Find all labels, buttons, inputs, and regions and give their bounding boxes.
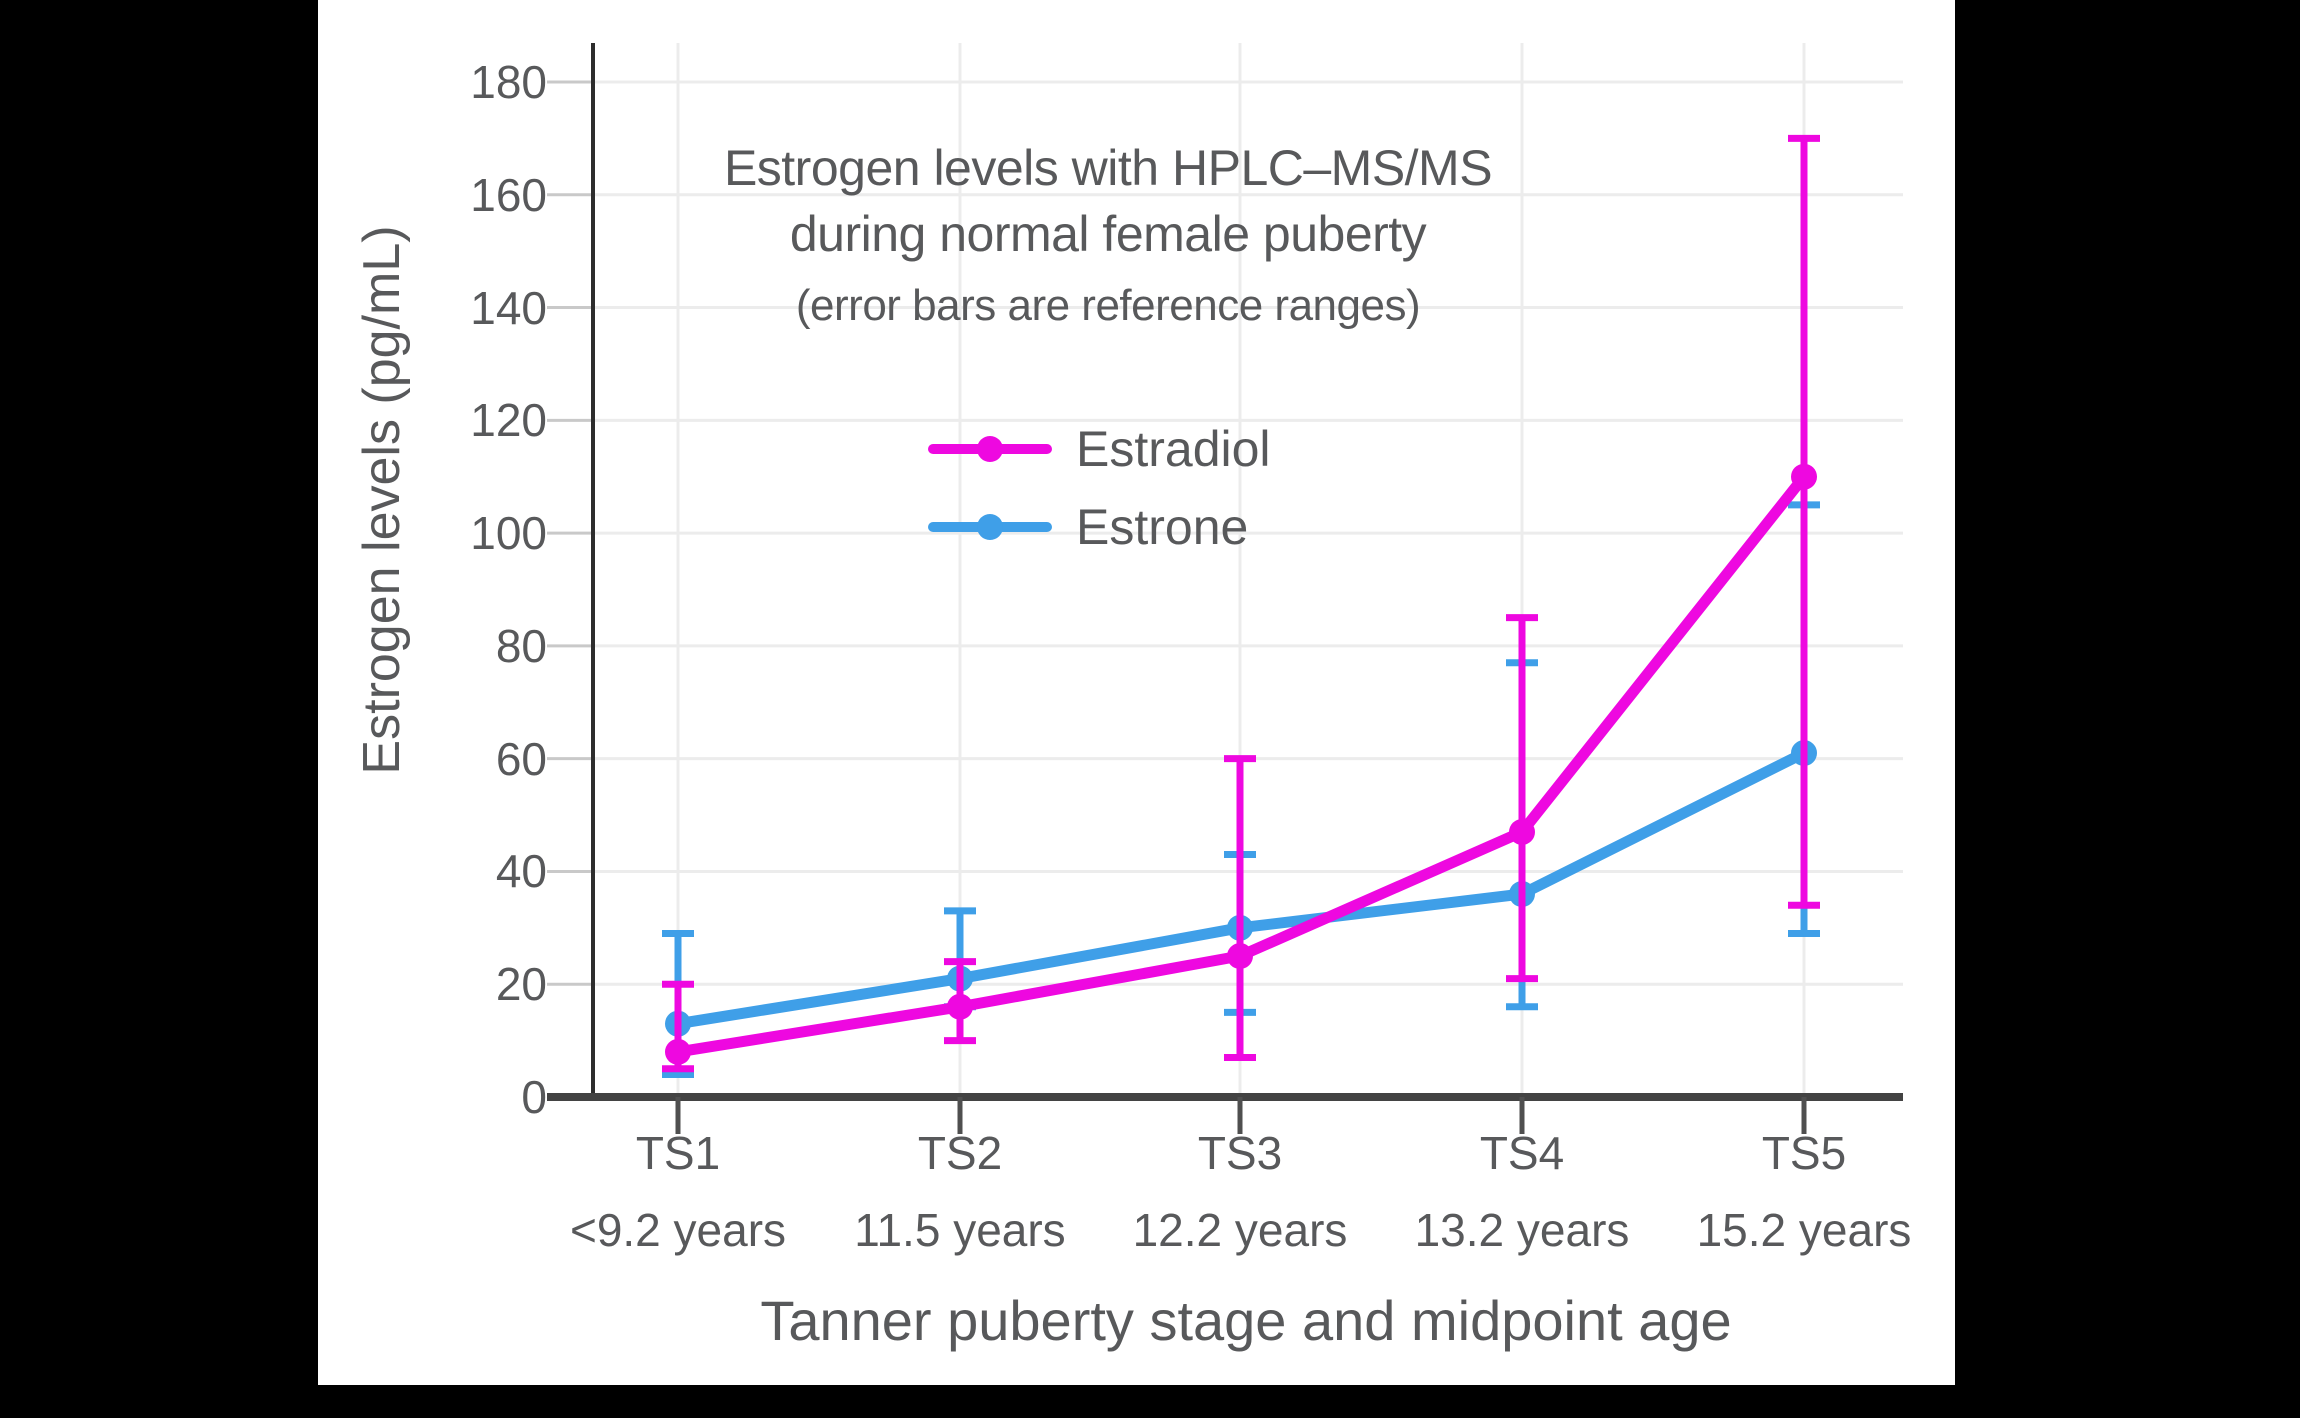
y-tick-label-140: 140 <box>470 281 547 334</box>
legend: Estradiol Estrone <box>928 424 1271 580</box>
x-axis-title: Tanner puberty stage and midpoint age <box>760 1289 1732 1352</box>
y-tick-label-60: 60 <box>495 732 547 785</box>
data-point-estradiol-TS2 <box>947 993 973 1020</box>
legend-item-estrone: Estrone <box>928 502 1271 552</box>
y-tick-label-80: 80 <box>495 619 547 672</box>
legend-label-estrone: Estrone <box>1076 499 1249 555</box>
legend-swatch-estradiol <box>928 424 1052 474</box>
y-tick-label-0: 0 <box>521 1071 547 1123</box>
legend-item-estradiol: Estradiol <box>928 424 1271 474</box>
y-tick-label-20: 20 <box>495 958 547 1011</box>
data-point-estradiol-TS1 <box>665 1038 691 1065</box>
x-age-label-TS1: <9.2 years <box>569 1204 787 1256</box>
plot-area <box>547 43 1903 1134</box>
data-point-estradiol-TS4 <box>1509 818 1535 845</box>
data-point-estradiol-TS3 <box>1227 943 1253 970</box>
y-tick-label-180: 180 <box>470 55 547 108</box>
legend-label-estradiol: Estradiol <box>1076 421 1271 477</box>
legend-dot-icon <box>977 514 1003 540</box>
x-stage-label-TS3: TS3 <box>1197 1127 1283 1179</box>
x-stage-label-TS1: TS1 <box>635 1127 721 1179</box>
x-age-label-TS4: 13.2 years <box>1414 1204 1630 1256</box>
x-stage-label-TS5: TS5 <box>1761 1127 1847 1179</box>
y-tick-label-160: 160 <box>470 168 547 221</box>
y-tick-label-120: 120 <box>470 394 547 447</box>
x-age-label-TS3: 12.2 years <box>1132 1204 1348 1256</box>
x-stage-label-TS4: TS4 <box>1479 1127 1565 1179</box>
legend-dot-icon <box>977 436 1003 462</box>
legend-swatch-estrone <box>928 502 1052 552</box>
chart-canvas: Estrogen levels with HPLC–MS/MS during n… <box>318 0 1955 1385</box>
x-age-label-TS2: 11.5 years <box>854 1204 1066 1256</box>
x-age-label-TS5: 15.2 years <box>1696 1204 1912 1256</box>
chart-subtitle: (error bars are reference ranges) <box>795 281 1421 330</box>
y-tick-label-40: 40 <box>495 845 547 898</box>
chart-title-line2: during normal female puberty <box>789 206 1427 262</box>
x-stage-label-TS2: TS2 <box>917 1127 1003 1179</box>
data-point-estradiol-TS5 <box>1791 463 1817 490</box>
y-tick-label-100: 100 <box>470 507 547 560</box>
chart-title-line1: Estrogen levels with HPLC–MS/MS <box>723 140 1493 196</box>
